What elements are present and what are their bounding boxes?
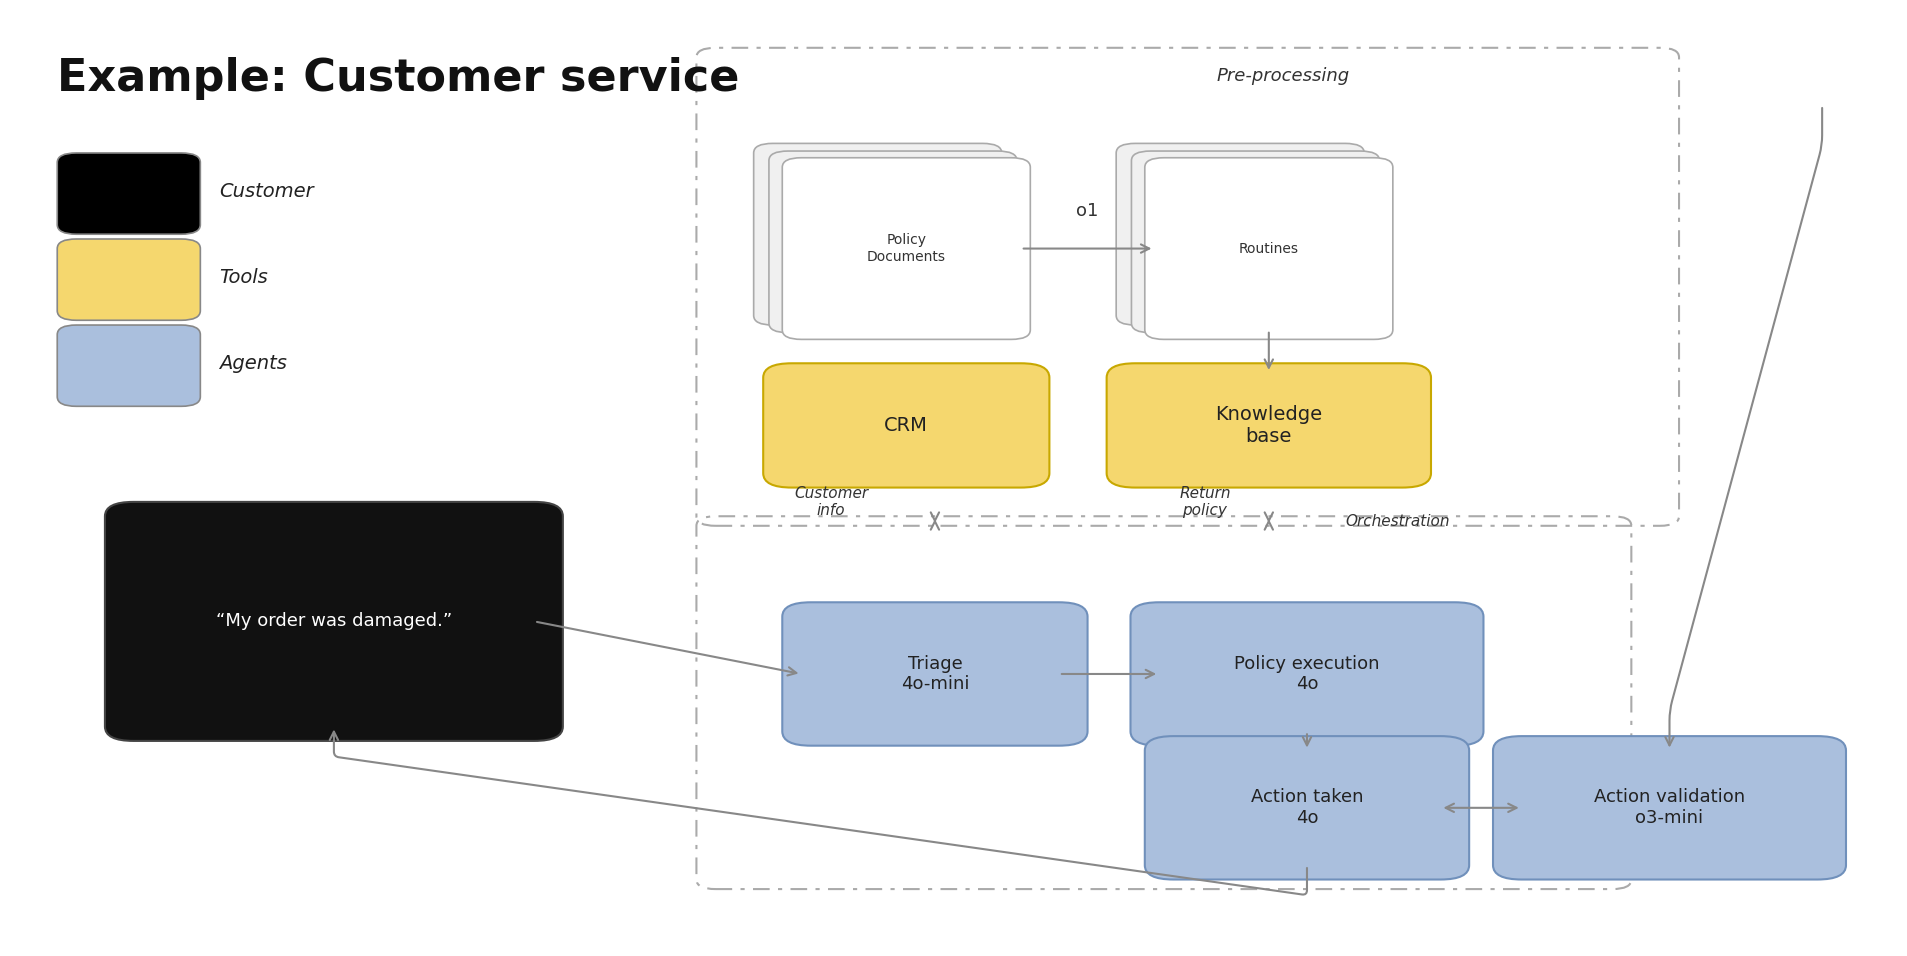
FancyBboxPatch shape	[1129, 602, 1484, 746]
Text: Orchestration: Orchestration	[1344, 513, 1449, 529]
Text: Agents: Agents	[219, 354, 288, 373]
Text: o1: o1	[1076, 202, 1098, 220]
Text: “My order was damaged.”: “My order was damaged.”	[215, 613, 452, 630]
Text: Routines: Routines	[1238, 242, 1299, 255]
FancyBboxPatch shape	[57, 153, 200, 234]
Text: Example: Customer service: Example: Customer service	[57, 57, 740, 100]
Text: Knowledge
base: Knowledge base	[1215, 405, 1322, 445]
FancyBboxPatch shape	[105, 502, 563, 741]
Text: Action taken
4o: Action taken 4o	[1251, 789, 1362, 827]
FancyBboxPatch shape	[57, 325, 200, 406]
FancyBboxPatch shape	[782, 602, 1087, 746]
FancyBboxPatch shape	[1116, 143, 1364, 325]
Text: Customer
info: Customer info	[793, 486, 868, 518]
FancyBboxPatch shape	[57, 239, 200, 320]
Text: Customer: Customer	[219, 182, 315, 201]
FancyBboxPatch shape	[1144, 158, 1392, 339]
FancyBboxPatch shape	[1131, 151, 1379, 333]
FancyBboxPatch shape	[782, 158, 1030, 339]
Text: Pre-processing: Pre-processing	[1217, 67, 1348, 85]
FancyBboxPatch shape	[753, 143, 1001, 325]
Text: Return
policy: Return policy	[1179, 486, 1230, 518]
FancyBboxPatch shape	[769, 151, 1016, 333]
FancyBboxPatch shape	[1106, 363, 1430, 488]
FancyBboxPatch shape	[1144, 736, 1468, 880]
Text: Policy execution
4o: Policy execution 4o	[1234, 655, 1379, 693]
Text: Policy
Documents: Policy Documents	[866, 233, 946, 264]
Text: Action validation
o3-mini: Action validation o3-mini	[1592, 789, 1745, 827]
Text: Triage
4o-mini: Triage 4o-mini	[900, 655, 969, 693]
Text: Tools: Tools	[219, 268, 269, 287]
FancyBboxPatch shape	[763, 363, 1049, 488]
FancyBboxPatch shape	[1491, 736, 1844, 880]
Text: CRM: CRM	[885, 416, 927, 435]
